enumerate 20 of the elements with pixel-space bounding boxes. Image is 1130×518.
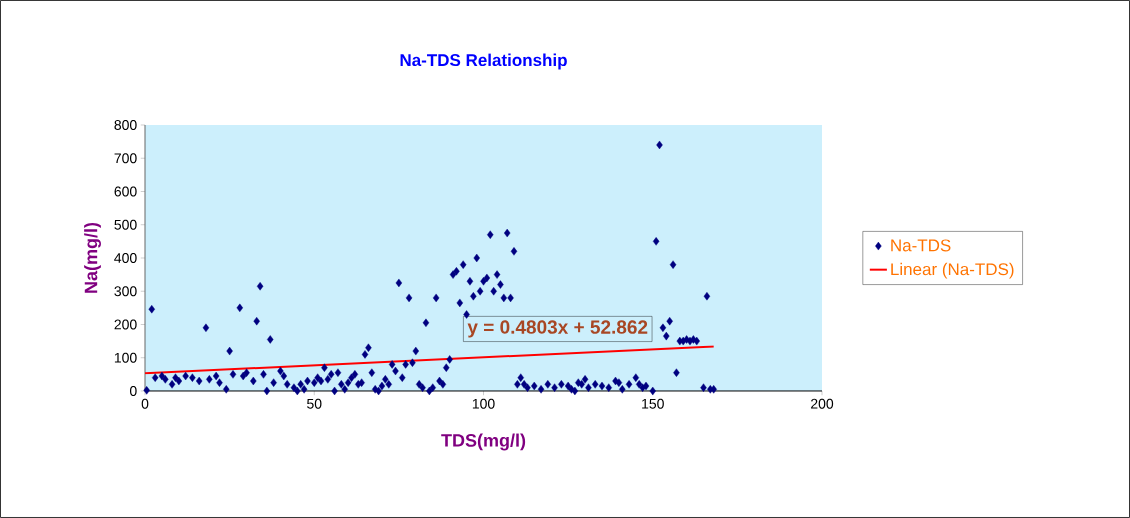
legend-label: Na-TDS xyxy=(891,239,951,252)
x-tick-label: 100 xyxy=(472,398,495,409)
x-tick-label: 200 xyxy=(811,398,834,409)
y-tick-label: 800 xyxy=(114,120,137,130)
x-tick-label: 150 xyxy=(642,398,664,409)
y-tick-label: 600 xyxy=(114,186,137,197)
y-tick-label: 500 xyxy=(114,219,137,230)
y-tick-label: 0 xyxy=(129,386,137,396)
chart-title: Na-TDS Relationship xyxy=(400,53,567,70)
y-tick-label: 300 xyxy=(114,286,137,297)
y-tick-label: 700 xyxy=(114,153,137,164)
x-tick-label: 50 xyxy=(307,398,322,409)
y-axis-title: Na(mg/l) xyxy=(84,222,101,293)
x-axis-title: TDS(mg/l) xyxy=(441,433,526,451)
legend-label: Linear (Na-TDS) xyxy=(891,262,1014,279)
x-tick-label: 0 xyxy=(141,398,149,409)
y-tick-label: 200 xyxy=(114,319,137,330)
y-tick-label: 100 xyxy=(114,352,137,363)
y-tick-label: 400 xyxy=(114,253,137,263)
annotation: y = 0.4803x + 52.862 xyxy=(467,320,648,338)
